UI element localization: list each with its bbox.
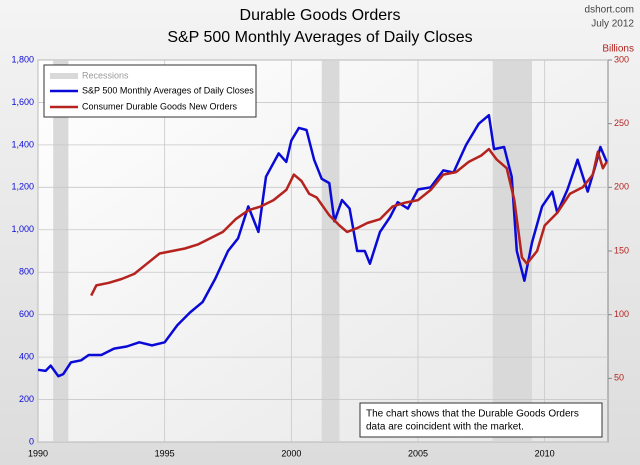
x-tick-label: 1995 <box>155 448 175 458</box>
y2-tick-label: 50 <box>614 373 624 383</box>
legend-label: S&P 500 Monthly Averages of Daily Closes <box>82 85 254 95</box>
x-tick-label: 2005 <box>408 448 428 458</box>
y2-tick-label: 100 <box>614 309 629 319</box>
y-tick-label: 0 <box>29 436 34 446</box>
legend-swatch <box>50 73 78 79</box>
y-tick-label: 600 <box>19 309 34 319</box>
annotation: The chart shows that the Durable Goods O… <box>366 409 579 420</box>
y-tick-label: 1,600 <box>11 97 34 107</box>
annotation-box <box>359 402 603 438</box>
recession-band <box>321 60 340 442</box>
series-line <box>90 147 608 297</box>
y-tick-label: 1,200 <box>11 182 34 192</box>
annotation: data are coincident with the market. <box>366 422 524 433</box>
y2-tick-label: 300 <box>614 54 629 64</box>
y-tick-label: 1,800 <box>11 54 34 64</box>
y-tick-label: 1,000 <box>11 224 34 234</box>
y2-axis-label: Billions <box>602 44 634 55</box>
y-tick-label: 400 <box>19 351 34 361</box>
x-tick-label: 1990 <box>28 448 48 458</box>
source: dshort.com <box>585 5 634 16</box>
y2-tick-label: 150 <box>614 245 629 255</box>
recession-band <box>53 60 69 442</box>
chart-subtitle: S&P 500 Monthly Averages of Daily Closes <box>167 29 472 46</box>
legend-label: Recessions <box>82 70 129 80</box>
legend-label: Consumer Durable Goods New Orders <box>82 101 238 111</box>
y-tick-label: 800 <box>19 267 34 277</box>
y2-tick-label: 200 <box>614 182 629 192</box>
chart-title: Durable Goods Orders <box>240 7 401 24</box>
x-tick-label: 2010 <box>535 448 555 458</box>
recession-band <box>492 60 532 442</box>
y-tick-label: 1,400 <box>11 139 34 149</box>
y2-tick-label: 250 <box>614 118 629 128</box>
legend-box <box>43 64 257 118</box>
date: July 2012 <box>591 19 634 30</box>
y-tick-label: 200 <box>19 394 34 404</box>
x-tick-label: 2000 <box>281 448 301 458</box>
